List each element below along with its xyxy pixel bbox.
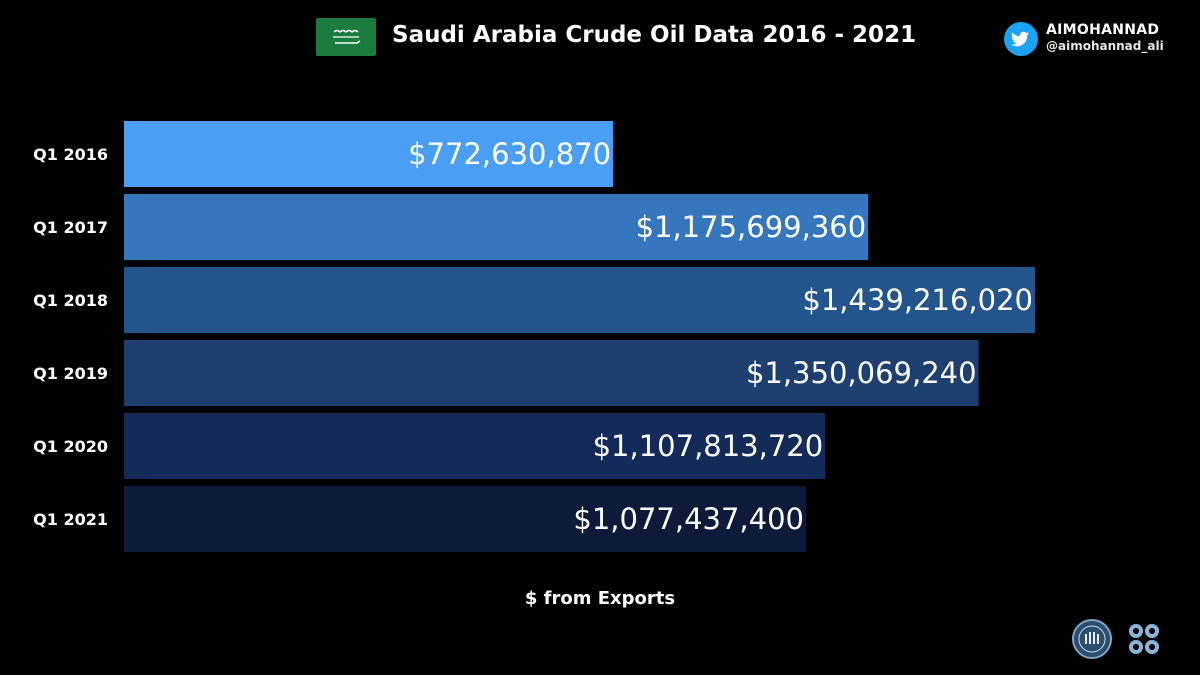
category-label: Q1 2016 xyxy=(33,145,108,164)
bar-q1-2019 xyxy=(124,340,979,406)
brand-handle: @aimohannad_ali xyxy=(1046,39,1164,53)
bar-q1-2017 xyxy=(124,194,869,260)
bar-q1-2021 xyxy=(124,486,807,552)
category-label: Q1 2017 xyxy=(33,218,108,237)
opec-logo xyxy=(1126,621,1162,657)
twitter-bird-icon xyxy=(1004,22,1038,56)
bar-q1-2018 xyxy=(124,267,1035,333)
value-label: $1,077,437,400 xyxy=(573,502,804,536)
brand-name: AIMOHANNAD xyxy=(1046,22,1160,38)
chart-title: Saudi Arabia Crude Oil Data 2016 - 2021 xyxy=(392,22,917,48)
brand-block[interactable]: AIMOHANNAD @aimohannad_ali xyxy=(1004,20,1194,60)
bar-q1-2020 xyxy=(124,413,826,479)
value-label: $772,630,870 xyxy=(408,137,611,171)
bar-q1-2016 xyxy=(124,121,614,187)
x-axis-label: $ from Exports xyxy=(524,588,676,609)
category-label: Q1 2018 xyxy=(33,291,108,310)
category-label: Q1 2021 xyxy=(33,510,108,529)
value-label: $1,107,813,720 xyxy=(593,429,824,463)
saudi-flag-icon xyxy=(316,18,376,56)
value-label: $1,350,069,240 xyxy=(746,356,977,390)
category-label: Q1 2019 xyxy=(33,364,108,383)
circular-emblem-logo xyxy=(1072,619,1112,659)
value-label: $1,439,216,020 xyxy=(802,283,1033,317)
chart-header: Saudi Arabia Crude Oil Data 2016 - 2021 … xyxy=(0,14,1200,60)
value-label: $1,175,699,360 xyxy=(636,210,867,244)
category-label: Q1 2020 xyxy=(33,437,108,456)
